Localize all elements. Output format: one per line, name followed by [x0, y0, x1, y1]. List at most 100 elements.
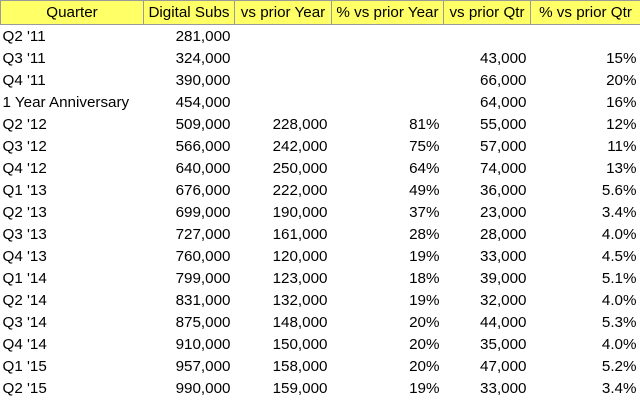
pct-vs-prior-qtr-cell[interactable]: 20%	[606, 71, 637, 89]
pct-vs-prior-year-cell[interactable]: 20%	[409, 313, 440, 331]
header-pct-vs-prior-year[interactable]: % vs prior Year	[331, 0, 444, 25]
pct-vs-prior-qtr-cell[interactable]: 3.4%	[601, 203, 637, 221]
vs-prior-qtr-cell[interactable]: 64,000	[480, 93, 527, 111]
pct-vs-prior-qtr-cell[interactable]: 4.5%	[601, 247, 637, 265]
pct-vs-prior-qtr-cell[interactable]: 5.3%	[601, 313, 637, 331]
vs-prior-year-cell[interactable]: 150,000	[272, 335, 328, 353]
vs-prior-qtr-cell[interactable]: 39,000	[480, 269, 527, 287]
vs-prior-year-cell[interactable]	[235, 47, 332, 69]
pct-vs-prior-year-cell[interactable]: 81%	[409, 115, 440, 133]
pct-vs-prior-qtr-cell[interactable]: 13%	[606, 159, 637, 177]
pct-vs-prior-year-cell[interactable]: 20%	[409, 357, 440, 375]
vs-prior-year-cell[interactable]: 158,000	[272, 357, 328, 375]
header-vs-prior-qtr[interactable]: vs prior Qtr	[443, 0, 531, 25]
pct-vs-prior-qtr-cell[interactable]: 12%	[606, 115, 637, 133]
digital-subs-cell[interactable]: 799,000	[175, 269, 231, 287]
quarter-cell[interactable]: Q3 '14	[2, 313, 47, 331]
pct-vs-prior-qtr-cell[interactable]: 5.6%	[601, 181, 637, 199]
quarter-cell[interactable]: Q4 '11	[2, 71, 46, 89]
vs-prior-year-cell[interactable]	[235, 69, 332, 91]
vs-prior-year-cell[interactable]	[235, 91, 332, 113]
vs-prior-year-cell[interactable]: 132,000	[272, 291, 328, 309]
digital-subs-cell[interactable]: 910,000	[175, 335, 231, 353]
digital-subs-cell[interactable]: 699,000	[175, 203, 231, 221]
digital-subs-cell[interactable]: 566,000	[175, 137, 231, 155]
quarter-cell[interactable]: 1 Year Anniversary	[2, 93, 130, 111]
header-vs-prior-year[interactable]: vs prior Year	[234, 0, 332, 25]
digital-subs-cell[interactable]: 831,000	[175, 291, 231, 309]
vs-prior-qtr-cell[interactable]: 44,000	[480, 313, 527, 331]
vs-prior-year-cell[interactable]: 161,000	[272, 225, 328, 243]
pct-vs-prior-qtr-cell[interactable]: 4.0%	[601, 225, 637, 243]
vs-prior-qtr-cell[interactable]: 66,000	[480, 71, 527, 89]
quarter-cell[interactable]: Q4 '13	[2, 247, 47, 265]
digital-subs-cell[interactable]: 760,000	[175, 247, 231, 265]
pct-vs-prior-qtr-cell[interactable]: 5.2%	[601, 357, 637, 375]
pct-vs-prior-year-cell[interactable]: 19%	[409, 247, 440, 265]
pct-vs-prior-year-cell[interactable]: 64%	[409, 159, 440, 177]
digital-subs-cell[interactable]: 324,000	[175, 49, 231, 67]
vs-prior-qtr-cell[interactable]: 57,000	[480, 137, 527, 155]
header-quarter[interactable]: Quarter	[0, 0, 144, 25]
pct-vs-prior-year-cell[interactable]: 28%	[409, 225, 440, 243]
digital-subs-cell[interactable]: 281,000	[175, 27, 231, 45]
pct-vs-prior-year-cell[interactable]	[332, 91, 444, 113]
digital-subs-cell[interactable]: 727,000	[175, 225, 231, 243]
pct-vs-prior-year-cell[interactable]: 19%	[409, 291, 440, 309]
digital-subs-cell[interactable]: 390,000	[175, 71, 231, 89]
vs-prior-qtr-cell[interactable]: 47,000	[480, 357, 527, 375]
vs-prior-year-cell[interactable]: 222,000	[272, 181, 328, 199]
pct-vs-prior-year-cell[interactable]	[332, 69, 444, 91]
digital-subs-cell[interactable]: 957,000	[175, 357, 231, 375]
quarter-cell[interactable]: Q4 '12	[2, 159, 47, 177]
pct-vs-prior-qtr-cell[interactable]	[531, 25, 640, 48]
vs-prior-year-cell[interactable]: 159,000	[272, 379, 328, 397]
header-digital-subs[interactable]: Digital Subs	[143, 0, 235, 25]
quarter-cell[interactable]: Q3 '11	[2, 49, 46, 67]
digital-subs-cell[interactable]: 875,000	[175, 313, 231, 331]
pct-vs-prior-year-cell[interactable]: 75%	[409, 137, 440, 155]
vs-prior-qtr-cell[interactable]: 28,000	[480, 225, 527, 243]
vs-prior-year-cell[interactable]: 250,000	[272, 159, 328, 177]
quarter-cell[interactable]: Q2 '15	[2, 379, 47, 397]
header-pct-vs-prior-qtr[interactable]: % vs prior Qtr	[530, 0, 640, 25]
pct-vs-prior-qtr-cell[interactable]: 3.4%	[601, 379, 637, 397]
quarter-cell[interactable]: Q1 '13	[2, 181, 47, 199]
pct-vs-prior-year-cell[interactable]	[332, 47, 444, 69]
pct-vs-prior-qtr-cell[interactable]: 11%	[607, 137, 637, 155]
pct-vs-prior-qtr-cell[interactable]: 5.1%	[601, 269, 637, 287]
quarter-cell[interactable]: Q3 '13	[2, 225, 47, 243]
pct-vs-prior-year-cell[interactable]: 37%	[409, 203, 440, 221]
pct-vs-prior-year-cell[interactable]: 49%	[409, 181, 440, 199]
pct-vs-prior-qtr-cell[interactable]: 4.0%	[601, 291, 637, 309]
vs-prior-qtr-cell[interactable]: 74,000	[480, 159, 527, 177]
digital-subs-cell[interactable]: 990,000	[175, 379, 231, 397]
quarter-cell[interactable]: Q2 '11	[2, 27, 46, 45]
pct-vs-prior-year-cell[interactable]: 20%	[409, 335, 440, 353]
vs-prior-year-cell[interactable]: 123,000	[272, 269, 328, 287]
vs-prior-qtr-cell[interactable]: 32,000	[480, 291, 527, 309]
vs-prior-year-cell[interactable]	[235, 25, 332, 48]
quarter-cell[interactable]: Q3 '12	[2, 137, 47, 155]
pct-vs-prior-qtr-cell[interactable]: 16%	[606, 93, 637, 111]
quarter-cell[interactable]: Q2 '12	[2, 115, 47, 133]
vs-prior-year-cell[interactable]: 148,000	[272, 313, 328, 331]
vs-prior-qtr-cell[interactable]: 35,000	[480, 335, 527, 353]
digital-subs-cell[interactable]: 454,000	[175, 93, 231, 111]
vs-prior-qtr-cell[interactable]: 55,000	[480, 115, 527, 133]
vs-prior-year-cell[interactable]: 228,000	[272, 115, 328, 133]
vs-prior-year-cell[interactable]: 190,000	[272, 203, 328, 221]
pct-vs-prior-qtr-cell[interactable]: 4.0%	[601, 335, 637, 353]
vs-prior-qtr-cell[interactable]: 43,000	[480, 49, 527, 67]
vs-prior-year-cell[interactable]: 242,000	[272, 137, 328, 155]
pct-vs-prior-year-cell[interactable]: 18%	[409, 269, 440, 287]
quarter-cell[interactable]: Q2 '14	[2, 291, 47, 309]
vs-prior-qtr-cell[interactable]: 23,000	[480, 203, 527, 221]
vs-prior-qtr-cell[interactable]: 33,000	[480, 247, 527, 265]
pct-vs-prior-qtr-cell[interactable]: 15%	[606, 49, 637, 67]
quarter-cell[interactable]: Q4 '14	[2, 335, 47, 353]
digital-subs-cell[interactable]: 640,000	[175, 159, 231, 177]
vs-prior-qtr-cell[interactable]	[444, 25, 531, 48]
vs-prior-qtr-cell[interactable]: 36,000	[480, 181, 527, 199]
digital-subs-cell[interactable]: 676,000	[175, 181, 231, 199]
